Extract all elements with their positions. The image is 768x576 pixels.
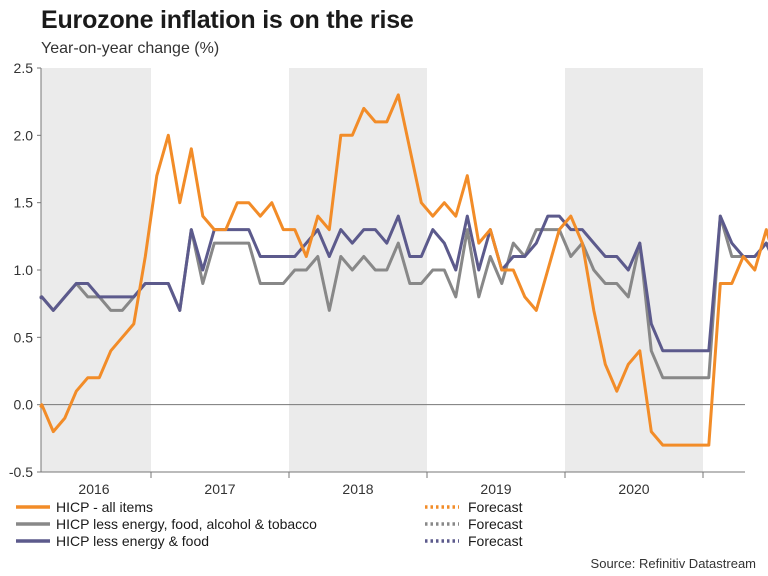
x-tick-label: 2018 [342, 481, 373, 497]
x-tick-label: 2016 [78, 481, 109, 497]
series-line-core [39, 214, 768, 353]
y-tick-label: 0.0 [14, 397, 34, 413]
year-shading [41, 68, 703, 472]
y-tick-label: 1.5 [14, 195, 34, 211]
legend-label-hicp: HICP - all items [56, 499, 153, 515]
source-note: Source: Refinitiv Datastream [590, 556, 756, 571]
legend-forecast-label: Forecast [468, 533, 523, 549]
x-tick-label: 2020 [618, 481, 649, 497]
x-tick-label: 2017 [204, 481, 235, 497]
x-tick-label: 2019 [480, 481, 511, 497]
y-tick-label: 1.0 [14, 262, 34, 278]
chart-subtitle: Year-on-year change (%) [41, 40, 220, 57]
y-tick-label: -0.5 [9, 464, 33, 480]
legend-forecast-label: Forecast [468, 499, 523, 515]
legend-label-core_tobacco: HICP less energy, food, alcohol & tobacc… [56, 516, 317, 532]
y-tick-label: 2.0 [14, 127, 34, 143]
shade-2016 [41, 68, 151, 472]
legend-forecast-label: Forecast [468, 516, 523, 532]
chart-title: Eurozone inflation is on the rise [41, 6, 414, 34]
x-axis: 2016 2017 2018 2019 2020 [41, 471, 745, 497]
y-axis: 2.5 2.0 1.5 1.0 0.5 0.0 -0.5 [9, 60, 745, 480]
legend-label-core: HICP less energy & food [56, 533, 209, 549]
y-tick-label: 0.5 [14, 329, 34, 345]
legend: HICP - all items Forecast HICP less energy… [16, 499, 523, 549]
y-tick-label: 2.5 [14, 60, 34, 76]
series-line-hicp [39, 93, 768, 447]
series-lines [39, 93, 768, 447]
